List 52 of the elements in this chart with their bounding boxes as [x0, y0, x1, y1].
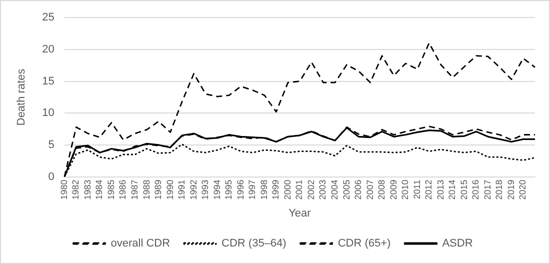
legend-label: ASDR: [442, 238, 473, 250]
x-tick-label: 2020: [518, 180, 528, 200]
x-tick-label: 1997: [247, 180, 258, 200]
y-tick-label: 5: [48, 138, 54, 151]
x-tick-label: 1983: [82, 180, 92, 200]
y-tick-label: 10: [42, 107, 54, 120]
x-tick-label: 1988: [141, 180, 152, 200]
x-tick-label: 1992: [188, 180, 198, 200]
x-tick-label: 2000: [282, 180, 292, 200]
x-tick-label: 2003: [318, 180, 328, 200]
x-tick-label: 1996: [235, 180, 246, 200]
x-tick-label: 2015: [458, 180, 469, 200]
x-tick-label: 1986: [118, 180, 128, 200]
y-tick-label: 25: [42, 12, 54, 24]
x-tick-label: 2013: [435, 180, 446, 200]
y-tick-label: 15: [42, 75, 54, 88]
y-axis-title: Death rates: [16, 68, 28, 126]
x-tick-label: 1993: [200, 180, 210, 200]
x-tick-label: 1980: [58, 180, 69, 200]
x-axis-title: Year: [288, 207, 312, 220]
x-tick-label: 1989: [153, 180, 164, 200]
x-tick-label: 1994: [212, 180, 222, 200]
x-tick-label: 2004: [329, 180, 340, 200]
x-tick-label: 2001: [294, 180, 304, 200]
x-tick-label: 1990: [164, 180, 175, 200]
x-tick-label: 1982: [70, 180, 81, 200]
x-tick-label: 1987: [130, 180, 140, 200]
x-tick-label: 2009: [388, 180, 398, 200]
x-tick-label: 2012: [424, 180, 434, 200]
x-tick-label: 1995: [224, 180, 234, 200]
x-tick-label: 1998: [258, 180, 269, 200]
legend-label: overall CDR: [110, 238, 170, 250]
x-tick-label: 2010: [400, 180, 410, 200]
x-tick-label: 2018: [494, 180, 504, 200]
x-tick-label: 1985: [106, 180, 116, 200]
y-tick-label: 0: [48, 170, 54, 183]
x-tick-label: 2017: [482, 180, 492, 200]
x-tick-label: 2008: [376, 180, 387, 200]
x-tick-label: 1984: [94, 180, 104, 200]
x-tick-label: 2007: [364, 180, 375, 200]
x-tick-label: 2005: [341, 180, 352, 200]
x-tick-label: 2019: [506, 180, 516, 200]
x-tick-label: 2016: [470, 180, 481, 200]
x-tick-label: 2006: [353, 180, 364, 200]
x-tick-label: 2002: [306, 180, 316, 200]
y-tick-label: 20: [42, 43, 54, 56]
x-tick-label: 2014: [447, 180, 458, 200]
legend-label: CDR (65+): [338, 238, 391, 250]
legend-label: CDR (35–64): [222, 238, 286, 250]
x-tick-label: 1991: [176, 180, 187, 200]
x-tick-label: 2011: [412, 180, 422, 200]
x-tick-label: 1999: [270, 180, 281, 200]
